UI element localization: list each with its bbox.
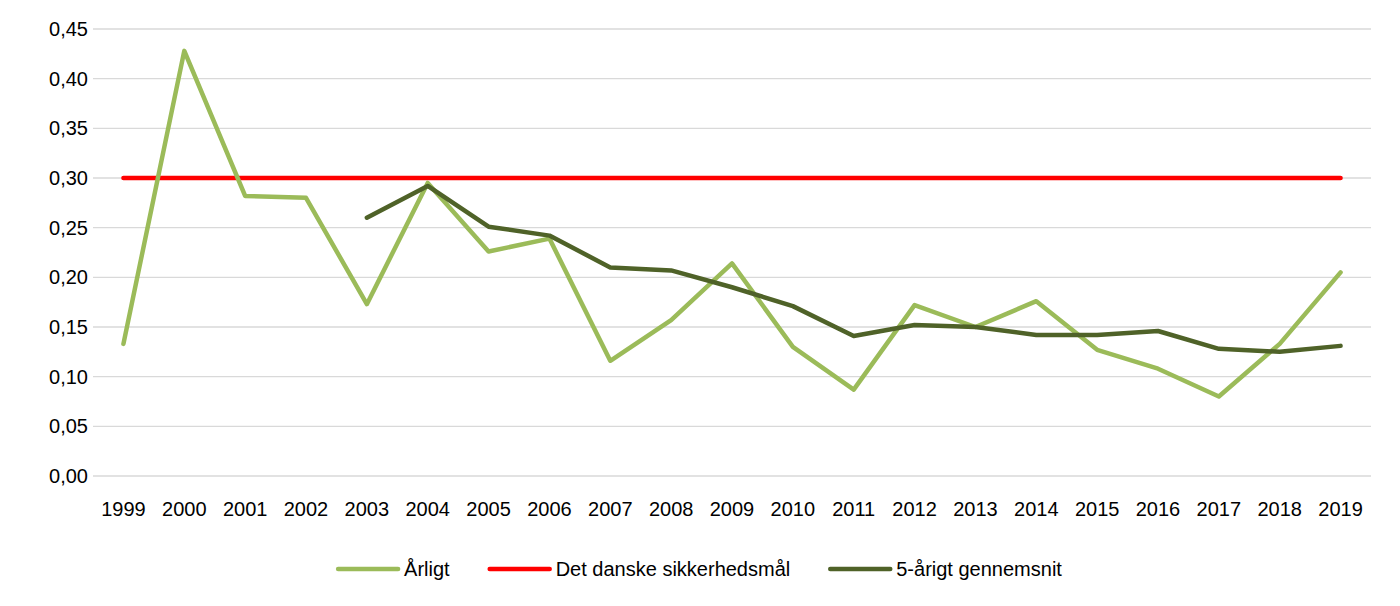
x-tick-label: 2006 <box>527 498 572 520</box>
legend: Årligt Det danske sikkerhedsmål 5-årigt ge… <box>338 558 1062 580</box>
grid-line <box>93 475 1371 476</box>
series-line <box>123 51 1340 397</box>
x-tick-label: 2010 <box>771 498 816 520</box>
y-tick-label: 0,25 <box>49 217 88 239</box>
x-tick-label: 2014 <box>1014 498 1059 520</box>
x-tick-label: 2018 <box>1257 498 1302 520</box>
y-tick-label: 0,05 <box>49 415 88 437</box>
plot-area <box>123 51 1340 397</box>
x-tick-label: 2019 <box>1318 498 1363 520</box>
x-tick-label: 1999 <box>101 498 146 520</box>
x-tick-label: 2016 <box>1136 498 1181 520</box>
y-tick-label: 0,10 <box>49 366 88 388</box>
x-tick-label: 2001 <box>223 498 268 520</box>
y-tick-label: 0,30 <box>49 167 88 189</box>
legend-label: Det danske sikkerhedsmål <box>556 558 791 580</box>
series-line <box>123 176 1340 181</box>
x-tick-label: 2011 <box>832 498 875 520</box>
series-line <box>367 186 1341 352</box>
x-tick-label: 2005 <box>466 498 511 520</box>
y-tick-label: 0,40 <box>49 68 88 90</box>
legend-label: 5-årigt gennemsnit <box>896 558 1062 580</box>
x-tick-label: 2008 <box>649 498 694 520</box>
x-tick-label: 2017 <box>1197 498 1242 520</box>
legend-swatch <box>490 567 550 572</box>
x-tick-label: 2000 <box>162 498 207 520</box>
y-tick-label: 0,15 <box>49 316 88 338</box>
grid-line <box>93 426 1371 427</box>
x-tick-label: 2009 <box>710 498 755 520</box>
x-tick-label: 2007 <box>588 498 633 520</box>
x-tick-label: 2004 <box>405 498 450 520</box>
chart: 0,00 0,05 0,10 0,15 0,20 0,25 0,30 0,35 0,40 0,45… <box>0 0 1400 606</box>
grid-line <box>93 28 1371 29</box>
grid-line <box>93 177 1371 178</box>
x-tick-label: 2015 <box>1075 498 1120 520</box>
x-tick-label: 2002 <box>284 498 329 520</box>
y-tick-label: 0,35 <box>49 117 88 139</box>
y-tick-label: 0,20 <box>49 266 88 288</box>
legend-label: Årligt <box>404 558 450 580</box>
grid-line <box>93 326 1371 327</box>
y-tick-label: 0,45 <box>49 18 88 40</box>
legend-swatch <box>338 567 398 572</box>
y-tick-label: 0,00 <box>49 465 88 487</box>
x-tick-label: 2013 <box>953 498 998 520</box>
grid-line <box>93 128 1371 129</box>
grid-line <box>93 227 1371 228</box>
grid-line <box>93 78 1371 79</box>
grid-line <box>93 277 1371 278</box>
x-tick-label: 2003 <box>345 498 390 520</box>
legend-swatch <box>830 567 890 572</box>
grid <box>93 29 1371 476</box>
x-tick-label: 2012 <box>892 498 937 520</box>
